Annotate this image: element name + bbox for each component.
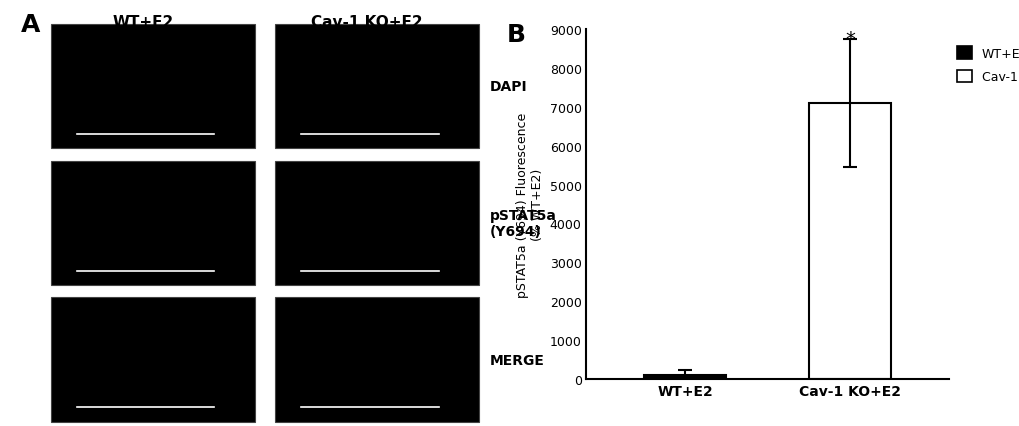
Text: pSTAT5a
(Y694): pSTAT5a (Y694): [489, 208, 556, 239]
Text: Cav-1 KO+E2: Cav-1 KO+E2: [311, 15, 423, 30]
FancyBboxPatch shape: [51, 298, 255, 422]
Text: A: A: [20, 13, 40, 37]
Bar: [808, 104, 891, 379]
FancyBboxPatch shape: [275, 298, 479, 422]
Text: DAPI: DAPI: [489, 80, 527, 94]
Bar: [643, 375, 726, 379]
FancyBboxPatch shape: [51, 161, 255, 285]
Y-axis label: pSTAT5a (Y694) Fluorescence
(% WT+E2): pSTAT5a (Y694) Fluorescence (% WT+E2): [516, 112, 543, 297]
Text: *: *: [844, 30, 854, 49]
Text: MERGE: MERGE: [489, 353, 544, 367]
Text: B: B: [506, 23, 526, 47]
Legend: WT+E2, Cav-1 KO+E2: WT+E2, Cav-1 KO+E2: [952, 43, 1019, 88]
FancyBboxPatch shape: [275, 25, 479, 149]
FancyBboxPatch shape: [275, 161, 479, 285]
Text: WT+E2: WT+E2: [112, 15, 173, 30]
FancyBboxPatch shape: [51, 25, 255, 149]
